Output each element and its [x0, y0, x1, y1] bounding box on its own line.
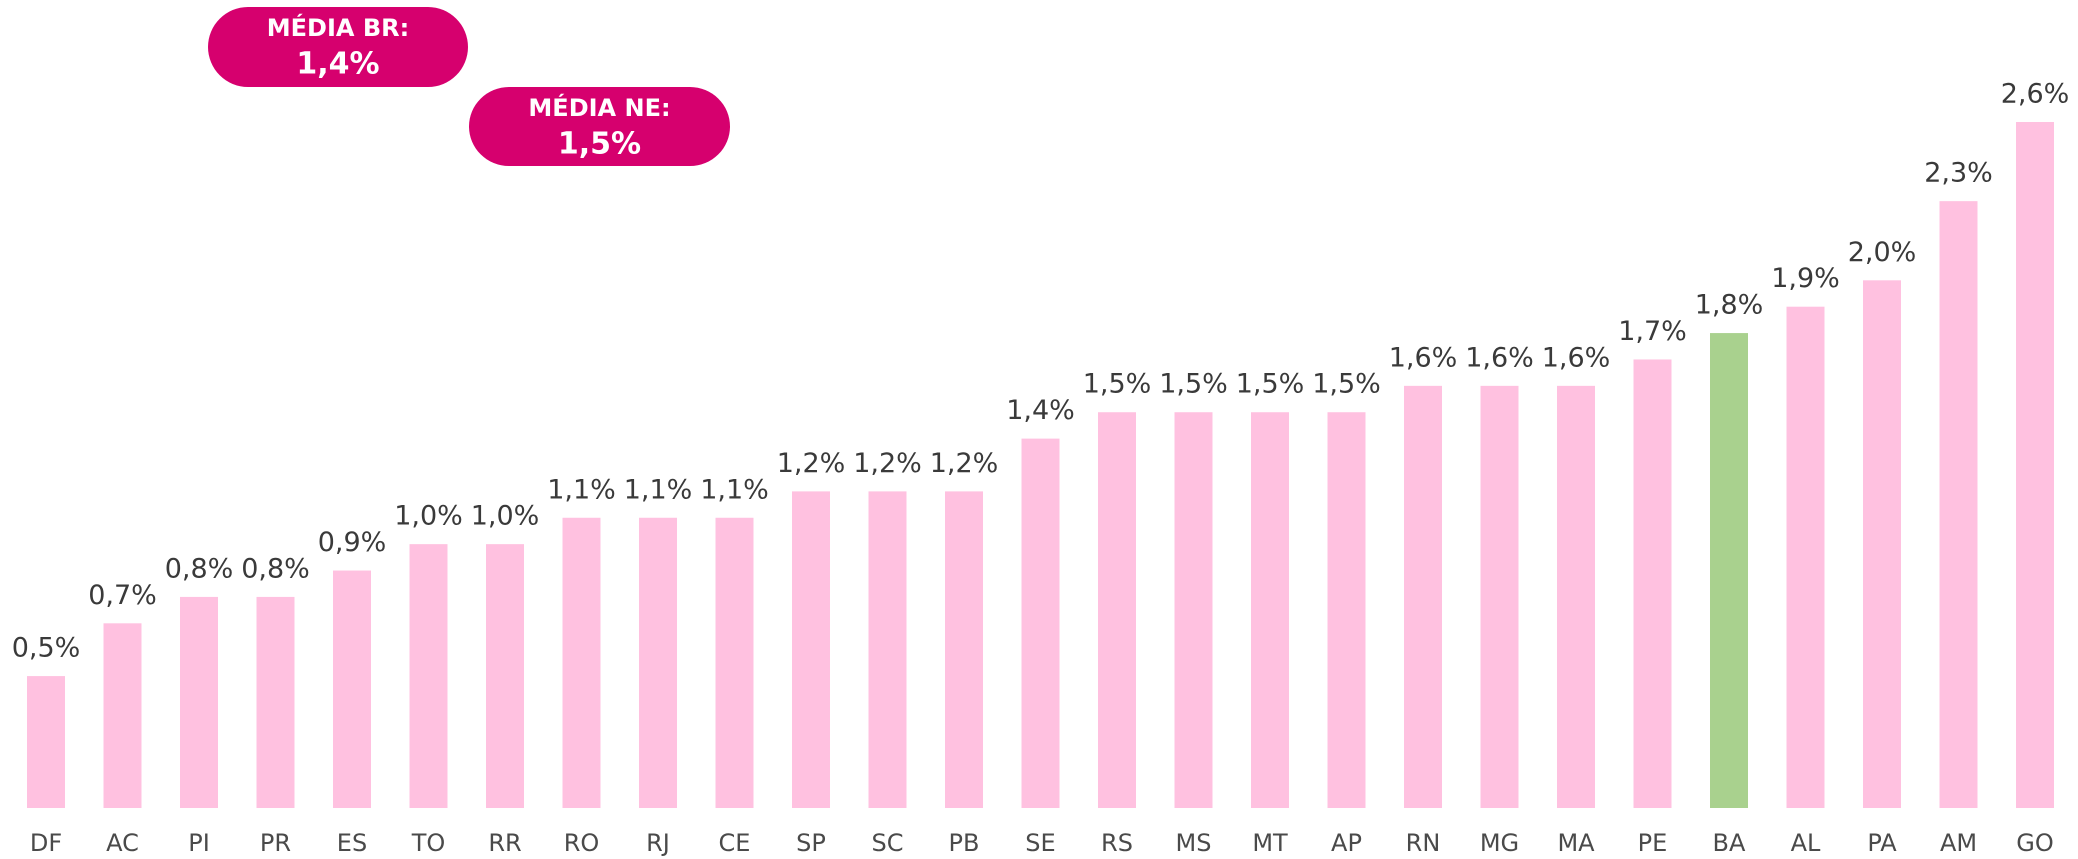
bar: [486, 544, 524, 808]
value-label: 1,9%: [1771, 263, 1840, 294]
x-tick-label: GO: [2016, 829, 2054, 857]
bar: [1174, 412, 1213, 808]
value-label: 1,4%: [1006, 395, 1075, 426]
value-label: 1,1%: [547, 474, 616, 505]
bar: [1480, 385, 1519, 808]
bar: [868, 491, 907, 808]
bar: [333, 570, 371, 808]
x-tick-label: PE: [1638, 829, 1668, 857]
bar: [2016, 122, 2054, 808]
value-label: 1,2%: [930, 448, 999, 479]
value-label: 1,0%: [471, 501, 540, 532]
bar: [1557, 385, 1595, 808]
value-label: 1,5%: [1312, 369, 1381, 400]
x-tick-label: RO: [564, 829, 600, 857]
value-label: 1,2%: [777, 448, 846, 479]
value-label: 1,8%: [1695, 290, 1764, 321]
x-tick-label: PB: [949, 829, 980, 857]
bar: [103, 623, 142, 808]
x-tick-label: DF: [30, 829, 62, 857]
x-tick-label: AL: [1791, 829, 1821, 857]
value-label: 0,8%: [165, 553, 234, 584]
bar: [1098, 412, 1136, 808]
x-tick-label: SP: [796, 829, 826, 857]
x-tick-label: MA: [1557, 829, 1595, 857]
value-label: 1,6%: [1465, 342, 1534, 373]
x-tick-label: PR: [260, 829, 291, 857]
bar: [1404, 385, 1442, 808]
x-tick-label: SC: [872, 829, 904, 857]
value-label: 0,8%: [241, 553, 310, 584]
x-tick-label: PA: [1867, 829, 1897, 857]
annotation-box: [208, 7, 468, 87]
bar: [1863, 280, 1901, 808]
bar: [945, 491, 983, 808]
annotation-title: MÉDIA BR:: [267, 13, 409, 42]
value-label: 1,5%: [1159, 369, 1228, 400]
bar: [1251, 412, 1289, 808]
bar: [1786, 306, 1825, 808]
value-label: 2,3%: [1924, 158, 1993, 189]
x-tick-label: ES: [337, 829, 367, 857]
x-tick-label: PI: [188, 829, 210, 857]
bar: [792, 491, 830, 808]
annotation-title: MÉDIA NE:: [528, 93, 670, 122]
x-tick-label: AC: [106, 829, 139, 857]
bar: [1633, 359, 1672, 808]
value-label: 0,9%: [318, 527, 387, 558]
x-tick-label: AP: [1331, 829, 1362, 857]
value-label: 1,6%: [1389, 342, 1458, 373]
x-tick-label: RR: [488, 829, 521, 857]
value-label: 0,7%: [88, 580, 157, 611]
value-label: 1,5%: [1236, 369, 1305, 400]
x-tick-label: MT: [1252, 829, 1288, 857]
value-label: 1,1%: [700, 474, 769, 505]
x-tick-label: SE: [1025, 829, 1055, 857]
bar: [715, 517, 754, 808]
annotation-value: 1,4%: [296, 47, 379, 82]
bar: [639, 517, 677, 808]
bar: [409, 544, 448, 808]
bar: [1021, 438, 1060, 808]
bar: [562, 517, 601, 808]
bar: [27, 676, 65, 808]
x-tick-label: MS: [1176, 829, 1212, 857]
x-tick-label: CE: [719, 829, 751, 857]
value-label: 1,2%: [853, 448, 922, 479]
bar: [1939, 201, 1978, 809]
x-tick-label: RJ: [646, 829, 670, 857]
x-tick-label: RN: [1406, 829, 1441, 857]
value-label: 1,0%: [394, 501, 463, 532]
bar: [1710, 333, 1748, 808]
bar: [256, 596, 295, 808]
x-tick-label: AM: [1940, 829, 1977, 857]
x-tick-label: MG: [1480, 829, 1519, 857]
x-tick-label: RS: [1101, 829, 1133, 857]
annotation-value: 1,5%: [558, 127, 641, 162]
value-label: 2,0%: [1848, 237, 1917, 268]
x-tick-label: BA: [1713, 829, 1746, 857]
value-label: 0,5%: [12, 633, 81, 664]
value-label: 1,6%: [1542, 342, 1611, 373]
x-tick-label: TO: [411, 829, 446, 857]
annotation-box: [469, 87, 730, 166]
value-label: 1,1%: [624, 474, 693, 505]
bar: [180, 596, 218, 808]
bar: [1327, 412, 1366, 808]
value-label: 1,5%: [1083, 369, 1152, 400]
value-label: 1,7%: [1618, 316, 1687, 347]
value-label: 2,6%: [2001, 79, 2070, 110]
